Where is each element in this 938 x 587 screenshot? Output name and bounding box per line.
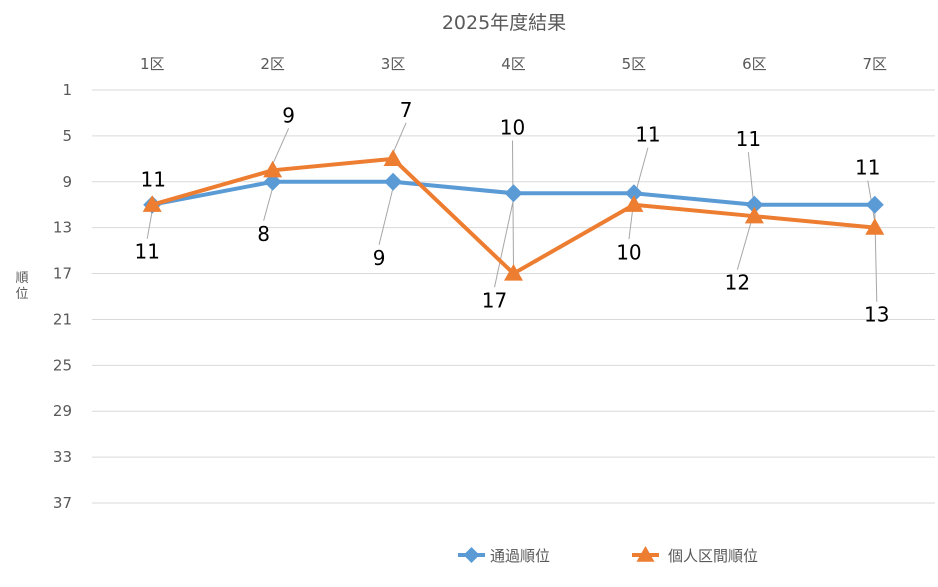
leader-line: [263, 187, 274, 221]
data-point-triangle: [624, 195, 644, 212]
y-axis-ticks: 1 5 9 13 17 21 25 29 33 37: [53, 81, 72, 512]
x-tick-label: 6区: [742, 55, 767, 73]
legend-marker-triangle: [636, 546, 655, 562]
series-layer: [142, 149, 885, 281]
data-point-triangle: [263, 160, 283, 178]
y-tick-label: 13: [53, 219, 72, 237]
y-tick-label: 1: [62, 81, 72, 99]
data-label: 11: [855, 156, 880, 180]
y-tick-label: 33: [53, 448, 72, 466]
gridlines: [92, 89, 935, 504]
data-label: 13: [864, 303, 889, 327]
leader-line: [494, 199, 514, 288]
data-point-diamond: [865, 195, 884, 214]
legend-marker-diamond: [463, 547, 480, 563]
x-tick-label: 1区: [140, 55, 165, 73]
leader-line: [272, 128, 290, 165]
leader-line: [512, 140, 514, 268]
x-tick-label: 7区: [863, 55, 888, 73]
y-tick-label: 5: [62, 127, 72, 145]
data-label: 11: [635, 123, 660, 147]
data-point-triangle: [865, 218, 885, 235]
x-axis-ticks: 1区 2区 3区 4区 5区 6区 7区: [140, 55, 887, 73]
y-tick-label: 9: [62, 173, 72, 191]
data-label: 9: [282, 103, 295, 127]
data-label: 10: [500, 116, 525, 140]
leader-line: [392, 122, 407, 154]
x-tick-label: 2区: [260, 55, 285, 73]
data-point-triangle: [383, 149, 403, 166]
y-tick-label: 21: [53, 310, 72, 328]
data-label: 11: [140, 168, 165, 192]
data-label: 11: [736, 127, 761, 151]
data-point-diamond: [745, 195, 764, 214]
data-point-diamond: [624, 184, 643, 203]
data-label: 12: [725, 271, 750, 295]
data-label: 8: [257, 222, 270, 246]
x-tick-label: 4区: [501, 55, 526, 73]
x-tick-label: 5区: [622, 55, 647, 73]
legend-label: 通過順位: [490, 547, 550, 565]
data-label: 17: [482, 288, 507, 312]
data-point-triangle: [142, 195, 162, 212]
data-label: 11: [134, 240, 159, 264]
y-tick-label: 29: [53, 402, 72, 420]
y-tick-label: 25: [53, 356, 72, 374]
data-point-diamond: [504, 184, 523, 203]
data-point-triangle: [504, 264, 523, 281]
y-tick-label: 37: [53, 494, 72, 512]
x-tick-label: 3区: [381, 55, 406, 73]
leader-line: [378, 187, 394, 245]
data-point-diamond: [384, 172, 403, 191]
data-point-triangle: [744, 206, 764, 224]
data-label: 9: [373, 246, 386, 270]
y-tick-label: 17: [53, 265, 72, 283]
leader-line: [146, 210, 153, 239]
data-labels: 11 8 9 17 10 12 13 11 9 7 10 11 11 11: [134, 98, 889, 327]
chart-title: 2025年度結果: [442, 12, 566, 34]
legend: 通過順位 個人区間順位: [458, 546, 758, 565]
data-label: 10: [616, 240, 641, 264]
data-label: 7: [400, 98, 413, 122]
y-axis-label: 順位: [15, 271, 28, 302]
legend-label: 個人区間順位: [668, 547, 758, 565]
